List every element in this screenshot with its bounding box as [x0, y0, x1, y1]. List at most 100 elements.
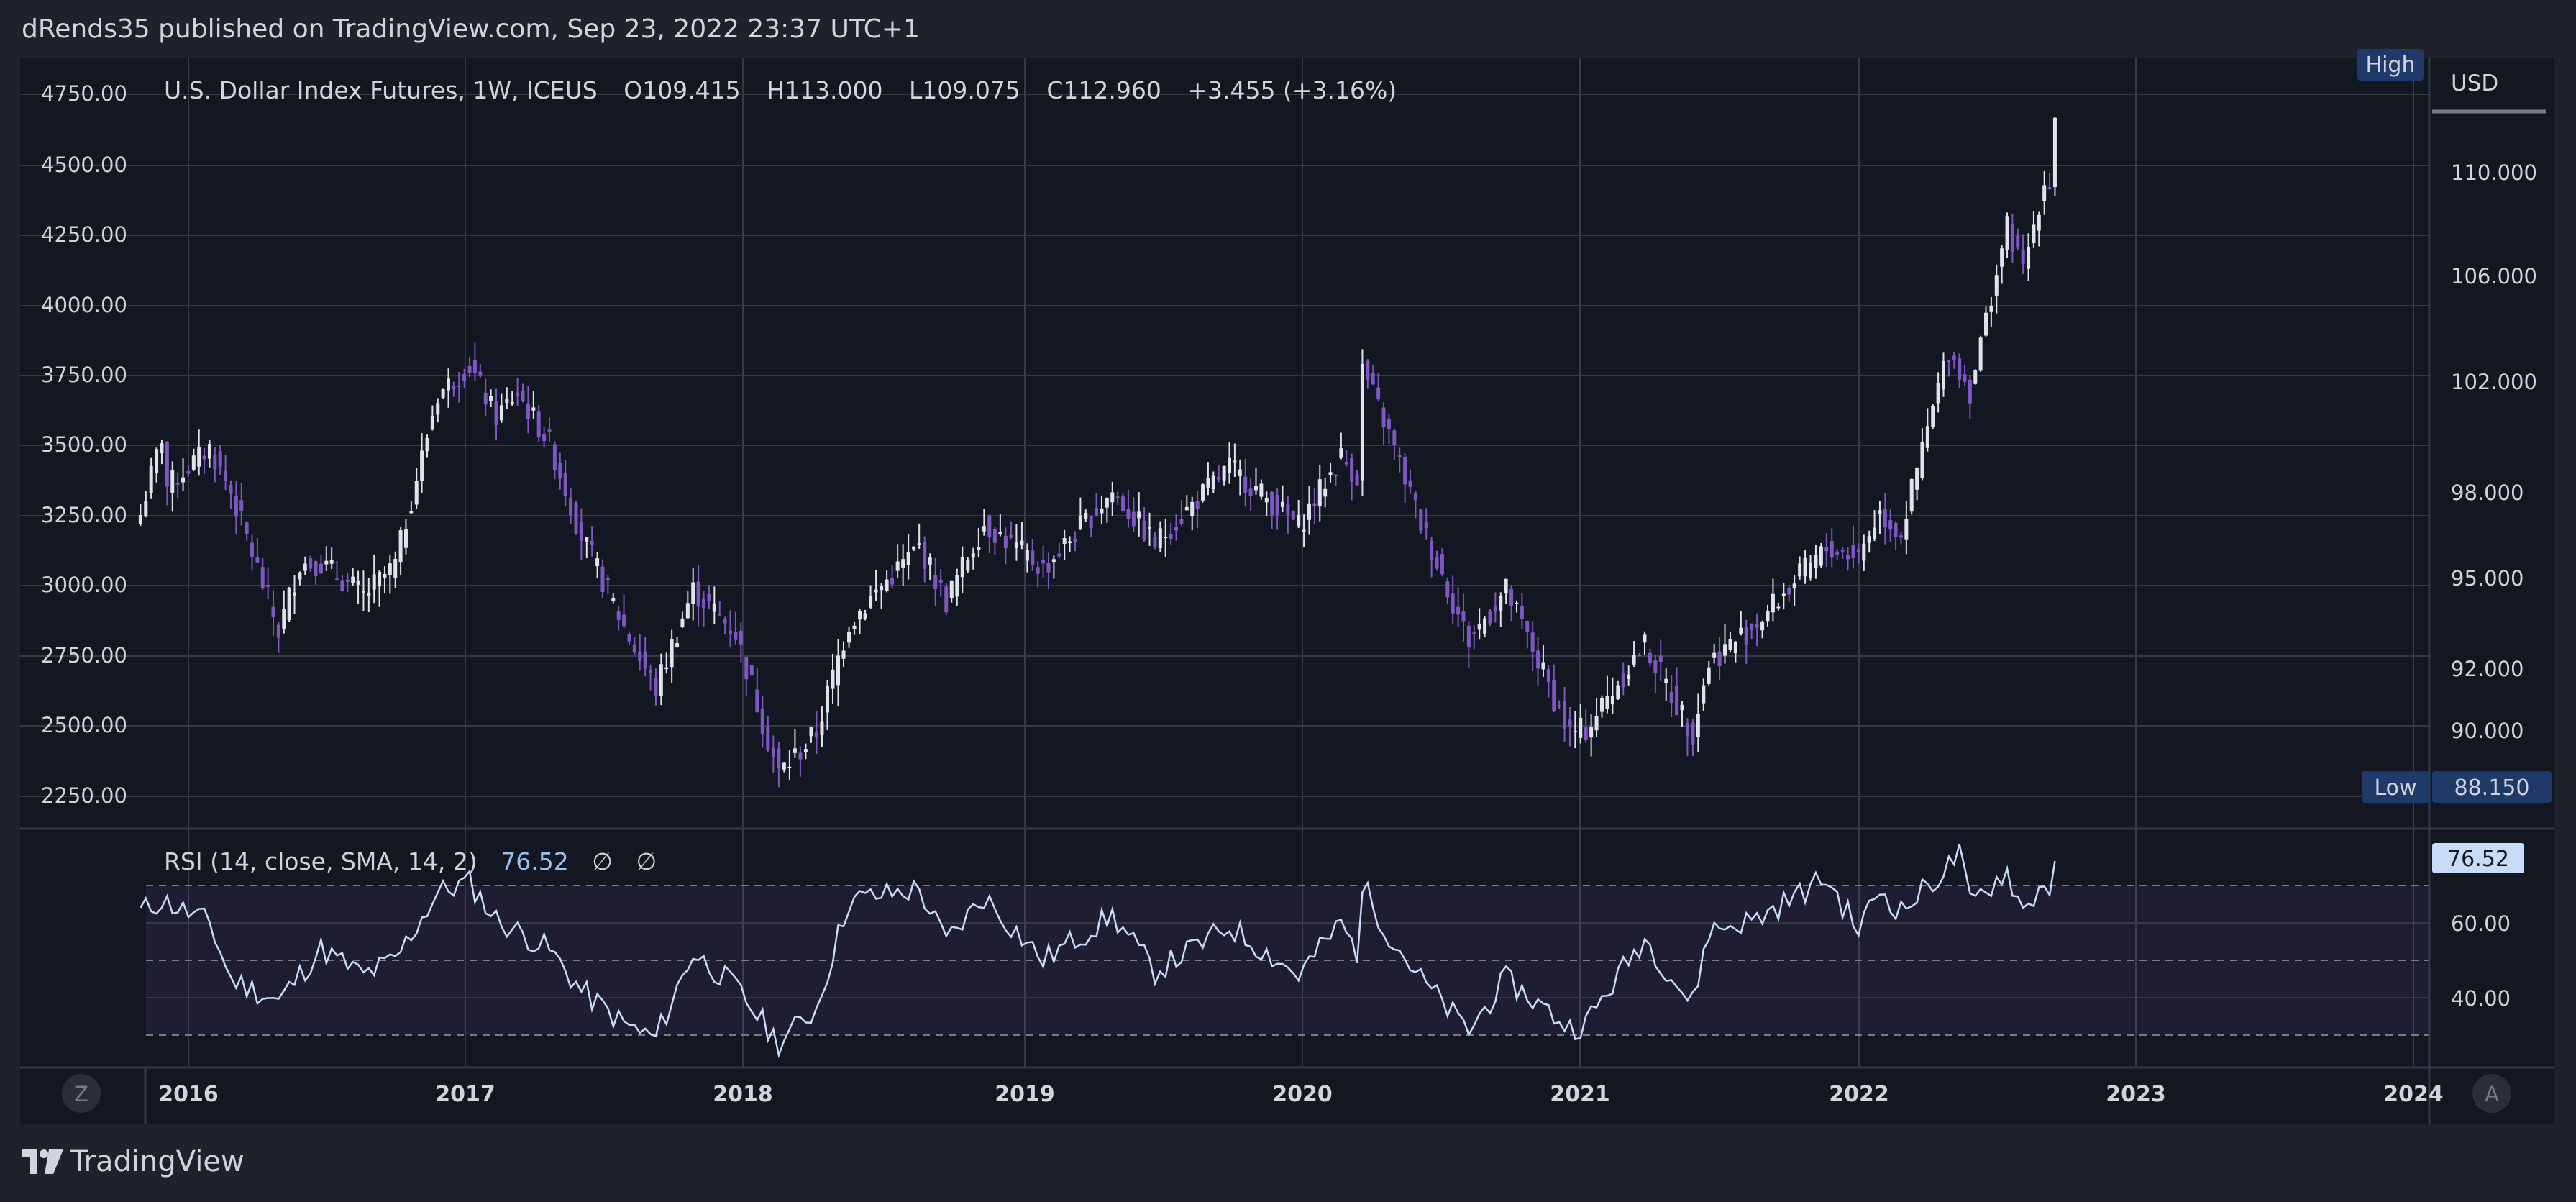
- candle-body: [611, 598, 616, 601]
- right-axis-tick: 106.000: [2451, 264, 2537, 288]
- candle-body: [1419, 509, 1423, 531]
- instrument-legend: U.S. Dollar Index Futures, 1W, ICEUS O10…: [164, 76, 1397, 104]
- candle-body: [224, 470, 228, 481]
- candle-body: [1041, 560, 1046, 564]
- candle-body: [1792, 583, 1796, 589]
- candle-body: [138, 515, 142, 524]
- candle-body: [1222, 466, 1226, 481]
- candle-body: [585, 537, 589, 542]
- candle-body: [1142, 520, 1146, 541]
- candle-body: [1493, 606, 1497, 612]
- candle-body: [1685, 722, 1689, 737]
- candle-body: [1599, 698, 1604, 712]
- auto-scale-button-bg[interactable]: [2472, 1074, 2511, 1113]
- candle-body: [803, 749, 808, 752]
- candle-body: [1610, 696, 1614, 705]
- candle-body: [1280, 501, 1284, 508]
- legend-low: L109.075: [909, 76, 1020, 104]
- candle-body: [949, 580, 954, 598]
- candle-body: [1989, 306, 1993, 312]
- candle-body: [1036, 567, 1040, 574]
- candle-body: [1931, 406, 1935, 427]
- candle-body: [1504, 578, 1508, 594]
- candle-body: [1328, 472, 1333, 476]
- candle-body: [2052, 117, 2057, 188]
- candle-body: [282, 609, 286, 629]
- x-axis-tick: 2023: [2106, 1082, 2166, 1107]
- candle-body: [1392, 430, 1397, 445]
- candle-body: [1733, 641, 1737, 654]
- candle-body: [1164, 537, 1168, 539]
- candle-body: [1243, 476, 1248, 493]
- candle-body: [1894, 522, 1898, 538]
- legend-open: O109.415: [624, 76, 740, 104]
- candle-body: [579, 522, 583, 541]
- rsi-current-tag: 76.52: [2447, 847, 2509, 872]
- candle-body: [971, 553, 975, 558]
- candle-body: [1728, 639, 1732, 650]
- candle-body: [1627, 674, 1631, 679]
- candle-body: [531, 407, 536, 411]
- candle-body: [2000, 248, 2004, 267]
- candle-body: [1259, 483, 1264, 497]
- zoom-button[interactable]: Z: [74, 1082, 88, 1106]
- candle-body: [1525, 621, 1530, 632]
- left-axis-tick: 3500.00: [41, 432, 127, 457]
- candle-body: [467, 365, 472, 373]
- x-axis-tick: 2018: [713, 1082, 773, 1107]
- candle-body: [1963, 374, 1967, 382]
- candle-body: [499, 405, 503, 421]
- candle-body: [1883, 509, 1887, 527]
- candle-body: [1477, 624, 1481, 630]
- candle-body: [1658, 655, 1663, 662]
- currency-label[interactable]: USD: [2451, 70, 2498, 96]
- left-axis-tick: 4750.00: [41, 81, 127, 106]
- candle-body: [494, 401, 498, 426]
- candle-body: [1169, 533, 1173, 539]
- candle-body: [1557, 705, 1561, 707]
- right-axis-tick: 110.000: [2451, 160, 2537, 185]
- candle-body: [207, 444, 211, 459]
- auto-scale-button[interactable]: A: [2485, 1082, 2499, 1106]
- candle-body: [606, 578, 610, 580]
- publisher-line: dRends35 published on TradingView.com, S…: [22, 14, 920, 44]
- candle-body: [1403, 457, 1407, 485]
- candle-body: [1195, 501, 1200, 509]
- candle-body: [266, 585, 270, 587]
- candle-body: [2047, 187, 2052, 189]
- candle-body: [1515, 602, 1519, 604]
- candle-body: [1105, 498, 1109, 508]
- candle-body: [1051, 559, 1056, 563]
- candle-body: [1573, 731, 1577, 733]
- candle-body: [319, 563, 323, 574]
- candle-body: [729, 630, 733, 634]
- candle-body: [739, 630, 743, 645]
- candle-body: [654, 678, 658, 696]
- candle-body: [1184, 506, 1189, 511]
- candle-body: [1968, 379, 1972, 404]
- candle-body: [691, 582, 695, 604]
- candle-body: [2037, 214, 2041, 231]
- candle-body: [260, 567, 265, 588]
- candle-body: [1840, 550, 1845, 552]
- candle-body: [659, 664, 663, 696]
- candle-body: [782, 762, 786, 770]
- candle-body: [1952, 355, 1956, 360]
- tradingview-logo[interactable]: TradingView: [22, 1145, 245, 1178]
- candle-body: [414, 481, 419, 505]
- candle-body: [1824, 547, 1829, 552]
- candle-body: [1936, 383, 1940, 404]
- candle-body: [841, 650, 846, 659]
- candle-body: [590, 540, 594, 545]
- legend-change: +3.455 (+3.16%): [1187, 76, 1397, 104]
- zoom-button-bg[interactable]: [62, 1074, 101, 1113]
- candle-body: [155, 449, 159, 473]
- candle-body: [685, 603, 690, 619]
- candle-body: [1530, 632, 1535, 652]
- candle-body: [825, 686, 829, 713]
- candle-body: [1148, 527, 1152, 529]
- candle-body: [1520, 606, 1524, 619]
- candle-body: [1584, 727, 1588, 741]
- candle-body: [160, 443, 164, 454]
